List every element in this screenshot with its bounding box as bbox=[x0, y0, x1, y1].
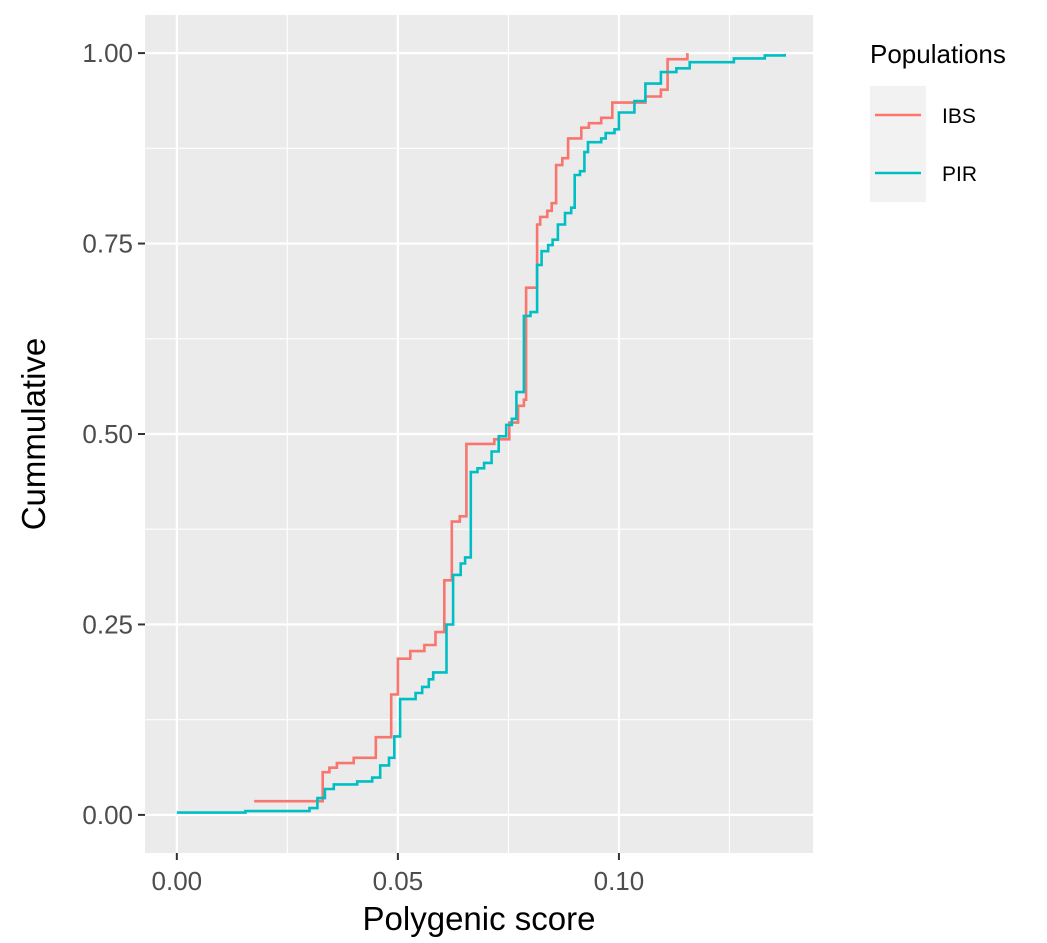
series-line-pir bbox=[176, 53, 787, 814]
legend: Populations IBS PIR bbox=[870, 39, 1006, 202]
y-tick-label: 0.50 bbox=[82, 419, 133, 449]
legend-label-pir: PIR bbox=[942, 163, 977, 186]
series-line-ibs bbox=[254, 53, 689, 803]
x-axis-title: Polygenic score bbox=[363, 900, 596, 937]
y-tick-label: 0.00 bbox=[82, 800, 133, 830]
x-tick-label: 0.05 bbox=[373, 866, 424, 896]
x-tick-label: 0.00 bbox=[152, 866, 203, 896]
legend-title: Populations bbox=[870, 39, 1006, 69]
y-axis-title: Cummulative bbox=[15, 338, 52, 531]
series-layer bbox=[176, 53, 787, 814]
axis-layer: 0.00 0.05 0.10 0.00 0.25 0.50 0.75 1.00 bbox=[82, 38, 644, 896]
legend-items: IBS PIR bbox=[870, 86, 977, 202]
y-tick-label: 0.25 bbox=[82, 609, 133, 639]
x-tick-label: 0.10 bbox=[594, 866, 645, 896]
grid-major bbox=[145, 15, 813, 853]
y-tick-label: 0.75 bbox=[82, 229, 133, 259]
y-tick-label: 1.00 bbox=[82, 38, 133, 68]
legend-label-ibs: IBS bbox=[942, 105, 976, 128]
